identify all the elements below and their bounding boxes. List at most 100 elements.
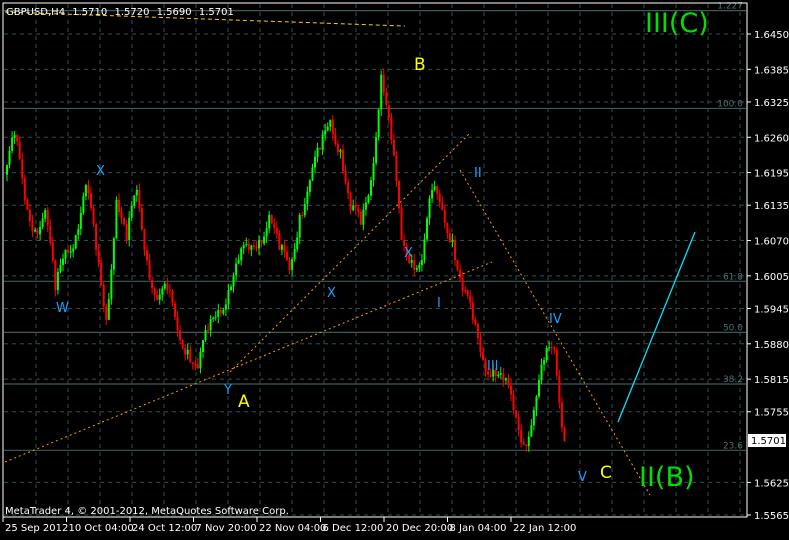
bull-candle: [372, 163, 375, 181]
bear-candle: [301, 214, 304, 216]
yellow-dashed-line[interactable]: [4, 11, 406, 27]
bull-candle: [367, 195, 370, 203]
y-tick-label: 1.6070: [754, 237, 789, 248]
bull-candle: [324, 130, 327, 135]
fib-label: 23.6: [723, 441, 743, 451]
bull-candle: [415, 268, 418, 270]
bull-candle: [433, 186, 436, 190]
bear-candle: [469, 295, 472, 303]
y-tick-label: 1.6385: [754, 65, 789, 76]
bull-candle: [538, 380, 540, 397]
trendline-upper[interactable]: [229, 132, 471, 373]
bull-candle: [237, 260, 240, 264]
wave-label-minor: V: [578, 470, 587, 485]
bear-candle: [252, 245, 255, 248]
bear-candle: [443, 210, 446, 223]
bull-candle: [64, 249, 67, 259]
y-tick-label: 1.5945: [754, 304, 789, 315]
bull-candle: [217, 310, 220, 317]
y-tick-label: 1.6260: [754, 133, 789, 144]
bear-candle: [408, 254, 411, 263]
bear-candle: [476, 324, 479, 338]
bull-candle: [82, 196, 85, 213]
bear-candle: [522, 442, 525, 445]
bull-candle: [530, 425, 533, 437]
bull-candle: [499, 373, 502, 375]
high-price: 1.5720: [114, 7, 149, 18]
bear-candle: [448, 233, 451, 243]
bear-candle: [51, 242, 54, 261]
bear-candle: [487, 371, 490, 375]
bear-candle: [466, 290, 469, 296]
bear-candle: [255, 247, 258, 249]
bull-candle: [316, 147, 319, 157]
bear-candle: [151, 279, 154, 289]
bear-candle: [36, 230, 39, 235]
bull-candle: [214, 316, 217, 318]
bull-candle: [13, 135, 16, 138]
bull-candle: [250, 245, 253, 250]
bear-candle: [438, 193, 441, 203]
bear-candle: [270, 214, 273, 224]
bear-candle: [288, 259, 291, 270]
bull-candle: [492, 369, 495, 377]
bull-candle: [245, 243, 248, 246]
bull-candle: [280, 245, 283, 250]
bear-candle: [349, 193, 352, 211]
bull-candle: [79, 212, 82, 229]
wave-label-major: B: [414, 55, 426, 75]
trendline-lower[interactable]: [4, 261, 493, 463]
bear-candle: [550, 347, 553, 349]
bull-candle: [291, 259, 294, 270]
wave-label-minor: W: [56, 301, 69, 316]
bull-candle: [232, 275, 235, 287]
bear-candle: [176, 317, 179, 331]
bear-candle: [392, 139, 395, 156]
fib-label: 38.2: [723, 375, 743, 385]
bear-candle: [179, 330, 182, 340]
bear-candle: [120, 211, 123, 218]
bear-candle: [474, 319, 477, 325]
bear-candle: [553, 347, 556, 350]
bear-candle: [31, 221, 34, 232]
bull-candle: [293, 248, 296, 260]
wave-label-minor: X: [327, 286, 336, 301]
bear-candle: [344, 170, 347, 183]
bear-candle: [398, 180, 400, 209]
projection-line[interactable]: [617, 231, 696, 423]
y-tick-label: 1.6450: [754, 30, 789, 41]
bear-candle: [359, 211, 362, 225]
bear-candle: [260, 239, 263, 244]
bear-candle: [16, 135, 19, 142]
bull-candle: [135, 189, 138, 196]
bear-candle: [191, 362, 194, 364]
wave-label-minor: IV: [549, 312, 562, 327]
price-axis[interactable]: 1.6450 1.6385 1.6325 1.6260 1.6195 1.6135 1.60…: [747, 30, 789, 522]
y-tick-label: 1.6195: [754, 169, 789, 180]
bull-candle: [222, 309, 225, 314]
y-tick-label: 1.5625: [754, 478, 789, 489]
bull-candle: [527, 436, 530, 446]
bull-candle: [204, 329, 207, 341]
x-tick-label: 7 Nov 20:00: [196, 523, 257, 534]
wave-label-minor: X: [96, 164, 105, 179]
bear-candle: [441, 202, 444, 211]
bull-candle: [158, 294, 161, 300]
wave-label-major: C: [600, 463, 612, 483]
bear-candle: [196, 364, 199, 369]
grid: [4, 4, 746, 516]
bull-candle: [202, 340, 204, 352]
bear-candle: [125, 224, 128, 240]
bull-candle: [41, 218, 44, 228]
bull-candle: [59, 264, 62, 272]
bear-candle: [454, 239, 456, 260]
bear-candle: [413, 260, 416, 270]
bear-candle: [174, 303, 176, 318]
bull-candle: [535, 396, 538, 411]
bull-candle: [298, 214, 301, 238]
bear-candle: [482, 352, 484, 361]
bull-candle: [308, 180, 311, 192]
